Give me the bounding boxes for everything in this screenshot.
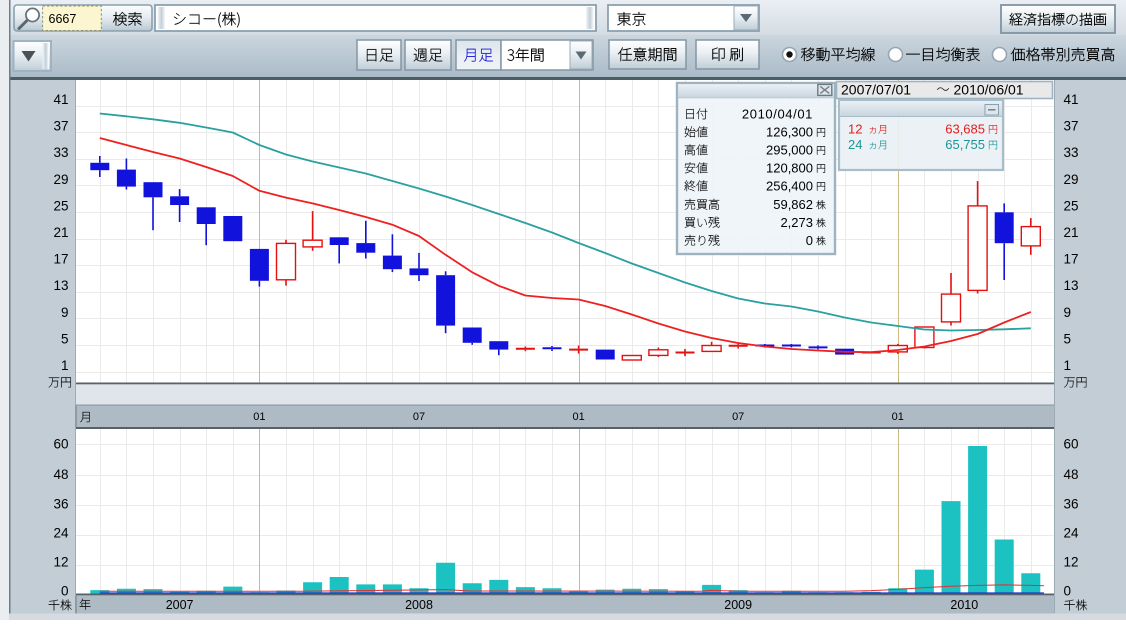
svg-text:6667: 6667 <box>49 12 77 26</box>
svg-text:25: 25 <box>53 198 68 213</box>
svg-text:0: 0 <box>806 233 813 248</box>
svg-text:01: 01 <box>892 411 904 423</box>
svg-text:25: 25 <box>1064 198 1079 213</box>
svg-text:63,685: 63,685 <box>945 122 985 137</box>
svg-text:41: 41 <box>53 92 68 107</box>
svg-text:12: 12 <box>53 554 68 569</box>
svg-text:13: 13 <box>53 278 68 293</box>
svg-text:01: 01 <box>572 411 584 423</box>
svg-text:2,273: 2,273 <box>780 215 813 230</box>
svg-text:5: 5 <box>61 331 69 346</box>
svg-text:29: 29 <box>1064 172 1079 187</box>
svg-text:13: 13 <box>1064 278 1079 293</box>
svg-text:33: 33 <box>53 145 68 160</box>
svg-text:33: 33 <box>1064 145 1079 160</box>
svg-text:21: 21 <box>1064 225 1079 240</box>
svg-text:29: 29 <box>53 172 68 187</box>
svg-text:36: 36 <box>53 496 68 511</box>
svg-text:1: 1 <box>61 358 69 373</box>
svg-text:1: 1 <box>1064 358 1072 373</box>
svg-text:24: 24 <box>1064 525 1080 540</box>
svg-text:5: 5 <box>1064 331 1072 346</box>
svg-text:60: 60 <box>1064 437 1079 452</box>
svg-text:2008: 2008 <box>405 598 433 612</box>
svg-text:36: 36 <box>1064 496 1079 511</box>
svg-text:07: 07 <box>413 411 425 423</box>
svg-text:07: 07 <box>732 411 744 423</box>
svg-text:17: 17 <box>1064 252 1079 267</box>
svg-text:41: 41 <box>1064 92 1079 107</box>
svg-text:0: 0 <box>61 583 69 598</box>
svg-text:65,755: 65,755 <box>945 137 985 152</box>
svg-text:256,400: 256,400 <box>766 179 813 194</box>
svg-text:37: 37 <box>53 119 68 134</box>
svg-text:24: 24 <box>848 137 862 152</box>
svg-text:17: 17 <box>53 252 68 267</box>
svg-text:126,300: 126,300 <box>766 125 813 140</box>
svg-text:59,862: 59,862 <box>773 197 813 212</box>
svg-text:21: 21 <box>53 225 68 240</box>
svg-text:2007/07/01: 2007/07/01 <box>841 82 911 98</box>
svg-text:120,800: 120,800 <box>766 161 813 176</box>
svg-text:12: 12 <box>848 122 862 137</box>
svg-text:48: 48 <box>53 467 68 482</box>
svg-text:0: 0 <box>1064 583 1072 598</box>
svg-text:2010: 2010 <box>950 598 978 612</box>
svg-text:2010/06/01: 2010/06/01 <box>954 82 1024 98</box>
svg-text:37: 37 <box>1064 119 1079 134</box>
svg-text:2009: 2009 <box>724 598 752 612</box>
svg-text:01: 01 <box>253 411 265 423</box>
svg-text:24: 24 <box>53 525 69 540</box>
svg-text:60: 60 <box>53 437 68 452</box>
svg-text:12: 12 <box>1064 554 1079 569</box>
svg-text:9: 9 <box>1064 305 1072 320</box>
svg-text:2007: 2007 <box>166 598 194 612</box>
svg-text:9: 9 <box>61 305 69 320</box>
svg-text:295,000: 295,000 <box>766 143 813 158</box>
svg-text:2010/04/01: 2010/04/01 <box>742 107 813 122</box>
svg-text:48: 48 <box>1064 467 1079 482</box>
